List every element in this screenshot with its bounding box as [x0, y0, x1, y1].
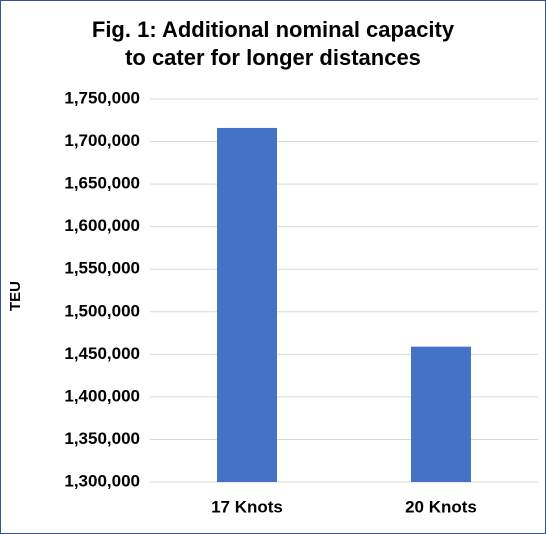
- bar: [217, 127, 277, 482]
- y-tick-label: 1,450,000: [64, 344, 140, 363]
- y-tick-label: 1,600,000: [64, 216, 140, 235]
- y-tick-label: 1,700,000: [64, 131, 140, 150]
- chart-title: to cater for longer distances: [125, 45, 421, 70]
- y-tick-label: 1,500,000: [64, 301, 140, 320]
- y-tick-label: 1,550,000: [64, 259, 140, 278]
- y-tick-label: 1,650,000: [64, 174, 140, 193]
- chart-title: Fig. 1: Additional nominal capacity: [92, 17, 455, 42]
- y-axis-label: TEU: [7, 281, 24, 311]
- y-tick-label: 1,300,000: [64, 471, 140, 490]
- y-tick-label: 1,350,000: [64, 429, 140, 448]
- x-tick-label: 17 Knots: [211, 497, 283, 516]
- x-tick-label: 20 Knots: [405, 497, 477, 516]
- y-tick-label: 1,400,000: [64, 386, 140, 405]
- bar: [411, 346, 471, 482]
- y-tick-label: 1,750,000: [64, 88, 140, 107]
